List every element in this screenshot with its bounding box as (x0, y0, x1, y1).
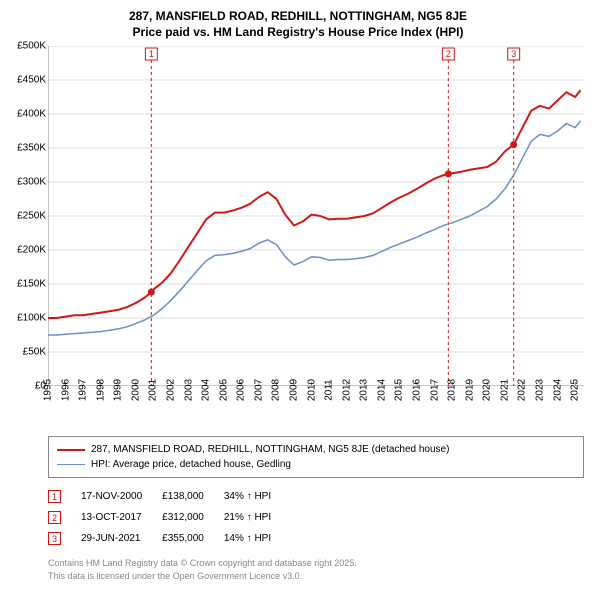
x-tick-label: 2021 (499, 379, 510, 401)
footer-line-2: This data is licensed under the Open Gov… (48, 570, 588, 582)
x-tick-label: 2004 (201, 379, 212, 401)
marker-number-box: 1 (48, 490, 61, 503)
table-row: 2 13-OCT-2017£312,00021% ↑ HPI (48, 507, 291, 528)
marker-price: £312,000 (162, 507, 224, 528)
title-line-2: Price paid vs. HM Land Registry's House … (8, 24, 588, 40)
x-tick-label: 1998 (95, 379, 106, 401)
y-tick-label: £150K (8, 279, 46, 290)
y-tick-label: £500K (8, 41, 46, 52)
marker-delta: 14% ↑ HPI (224, 528, 291, 549)
marker-delta: 21% ↑ HPI (224, 507, 291, 528)
y-tick-label: £0 (8, 381, 46, 392)
marker-number-box: 2 (48, 511, 61, 524)
svg-text:2: 2 (446, 49, 451, 59)
x-tick-label: 1996 (60, 379, 71, 401)
x-tick-label: 1995 (43, 379, 54, 401)
x-tick-label: 1997 (78, 379, 89, 401)
plot-area: 1 2 3 (48, 46, 584, 386)
y-tick-label: £450K (8, 75, 46, 86)
x-tick-label: 2022 (517, 379, 528, 401)
y-tick-label: £100K (8, 313, 46, 324)
legend-label: 287, MANSFIELD ROAD, REDHILL, NOTTINGHAM… (91, 442, 449, 457)
marker-date: 17-NOV-2000 (81, 486, 162, 507)
footer-line-1: Contains HM Land Registry data © Crown c… (48, 557, 588, 569)
markers-table: 1 17-NOV-2000£138,00034% ↑ HPI 2 13-OCT-201… (48, 486, 291, 549)
marker-number-box: 3 (48, 532, 61, 545)
table-row: 3 29-JUN-2021£355,00014% ↑ HPI (48, 528, 291, 549)
x-tick-label: 2002 (166, 379, 177, 401)
x-tick-label: 1999 (113, 379, 124, 401)
x-tick-label: 2010 (306, 379, 317, 401)
marker-price: £138,000 (162, 486, 224, 507)
x-tick-label: 2007 (253, 379, 264, 401)
x-tick-label: 2011 (324, 380, 335, 402)
x-tick-label: 2020 (482, 379, 493, 401)
y-tick-label: £300K (8, 177, 46, 188)
x-tick-label: 2024 (552, 379, 563, 401)
table-row: 1 17-NOV-2000£138,00034% ↑ HPI (48, 486, 291, 507)
footer-note: Contains HM Land Registry data © Crown c… (48, 557, 588, 581)
x-tick-label: 2008 (271, 379, 282, 401)
chart-title: 287, MANSFIELD ROAD, REDHILL, NOTTINGHAM… (8, 8, 588, 40)
marker-date: 29-JUN-2021 (81, 528, 162, 549)
legend-swatch (57, 464, 85, 465)
x-tick-label: 2005 (218, 379, 229, 401)
legend: 287, MANSFIELD ROAD, REDHILL, NOTTINGHAM… (48, 436, 584, 478)
x-tick-label: 2013 (359, 379, 370, 401)
marker-price: £355,000 (162, 528, 224, 549)
x-tick-label: 2023 (535, 379, 546, 401)
chart-area: £0£50K£100K£150K£200K£250K£300K£350K£400… (48, 46, 584, 426)
legend-swatch (57, 449, 85, 451)
x-tick-label: 2014 (376, 379, 387, 401)
legend-label: HPI: Average price, detached house, Gedl… (91, 457, 291, 472)
x-tick-label: 2017 (429, 379, 440, 401)
x-tick-label: 2016 (412, 379, 423, 401)
x-tick-label: 2009 (289, 379, 300, 401)
y-axis: £0£50K£100K£150K£200K£250K£300K£350K£400… (8, 46, 46, 386)
y-tick-label: £50K (8, 347, 46, 358)
title-line-1: 287, MANSFIELD ROAD, REDHILL, NOTTINGHAM… (8, 8, 588, 24)
x-tick-label: 2003 (183, 379, 194, 401)
svg-text:3: 3 (511, 49, 516, 59)
y-tick-label: £400K (8, 109, 46, 120)
x-tick-label: 2019 (464, 379, 475, 401)
marker-delta: 34% ↑ HPI (224, 486, 291, 507)
legend-row: 287, MANSFIELD ROAD, REDHILL, NOTTINGHAM… (57, 442, 575, 457)
x-tick-label: 2000 (130, 379, 141, 401)
x-tick-label: 2018 (447, 379, 458, 401)
x-tick-label: 2025 (570, 379, 581, 401)
x-tick-label: 2001 (148, 379, 159, 401)
x-tick-label: 2006 (236, 379, 247, 401)
y-tick-label: £200K (8, 245, 46, 256)
y-tick-label: £250K (8, 211, 46, 222)
y-tick-label: £350K (8, 143, 46, 154)
x-axis: 1995199619971998199920002001200220032004… (48, 386, 584, 426)
plot-svg: 1 2 3 (48, 46, 584, 386)
x-tick-label: 2012 (341, 379, 352, 401)
chart-container: 287, MANSFIELD ROAD, REDHILL, NOTTINGHAM… (0, 0, 600, 590)
legend-row: HPI: Average price, detached house, Gedl… (57, 457, 575, 472)
marker-date: 13-OCT-2017 (81, 507, 162, 528)
svg-text:1: 1 (149, 49, 154, 59)
x-tick-label: 2015 (394, 379, 405, 401)
